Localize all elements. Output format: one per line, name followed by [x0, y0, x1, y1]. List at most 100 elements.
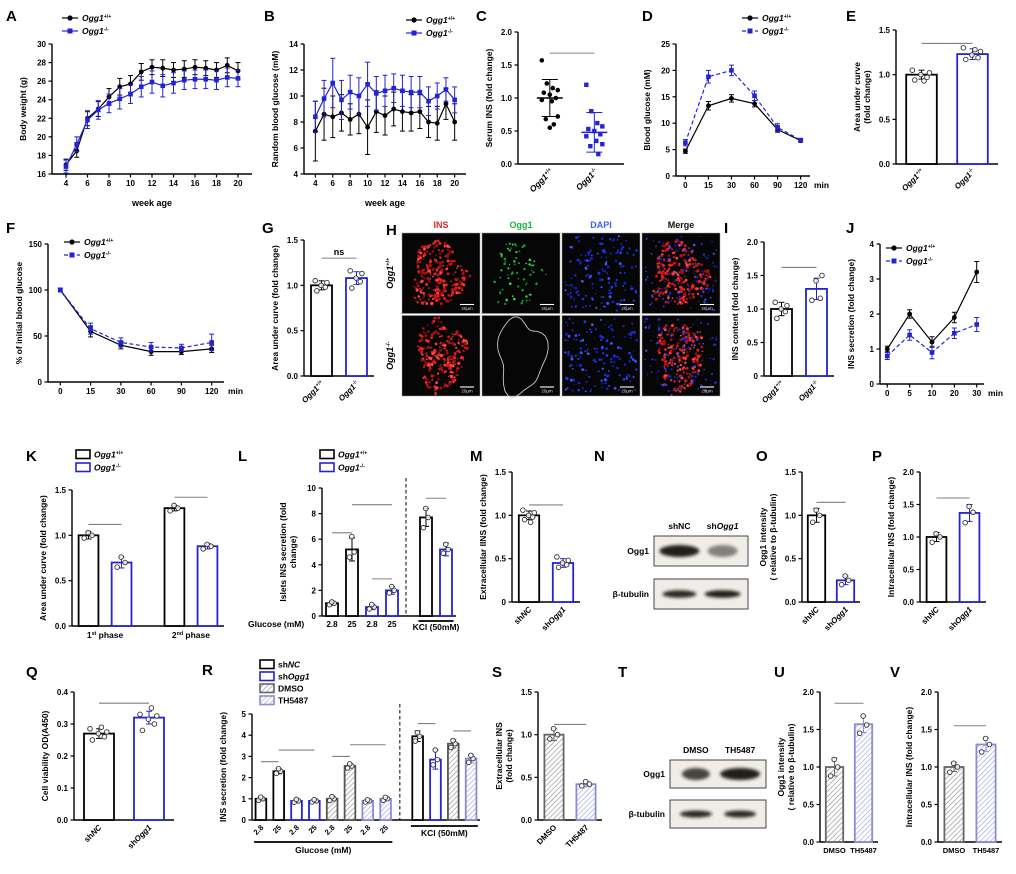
panel-N-lane-0: shNC: [668, 521, 690, 531]
panel-M-ylabel: Extracellular IINS (fold change): [478, 474, 488, 600]
svg-text:2.0: 2.0: [921, 688, 933, 697]
svg-text:8: 8: [107, 179, 112, 188]
svg-text:1.5: 1.5: [747, 272, 759, 281]
svg-text:2.0: 2.0: [803, 688, 815, 697]
panel-R-legend-2: DMSO: [278, 684, 304, 694]
svg-text:4: 4: [313, 179, 318, 188]
panel-Q-bar-0: [83, 724, 115, 821]
panel-D-legend-1: Ogg1-/-: [762, 26, 789, 36]
svg-text:Ogg1: Ogg1: [627, 546, 649, 556]
panel-V-bar-0: [943, 760, 965, 843]
svg-text:Ogg1-/-: Ogg1-/-: [337, 379, 361, 403]
svg-text:6: 6: [312, 535, 317, 544]
svg-text:12: 12: [148, 179, 157, 188]
svg-text:15: 15: [86, 387, 95, 396]
svg-text:1.5: 1.5: [521, 688, 533, 697]
svg-text:10: 10: [928, 389, 937, 398]
svg-text:1: 1: [242, 795, 247, 804]
svg-text:Ogg1+/+: Ogg1+/+: [900, 167, 926, 193]
panel-U-bar-0: [824, 756, 845, 843]
svg-text:0.0: 0.0: [521, 816, 533, 825]
svg-text:1.0: 1.0: [495, 511, 507, 520]
svg-text:0.0: 0.0: [785, 598, 797, 607]
svg-text:5: 5: [242, 710, 247, 719]
svg-text:0.5: 0.5: [903, 566, 915, 575]
panel-H-rowlabel-0: Ogg1+/+: [385, 257, 395, 289]
panel-J-series-0: [884, 261, 980, 353]
panel-Q-ylabel: Cell viability OD(A450): [40, 710, 50, 801]
panel-K-bar-1: [110, 554, 133, 627]
svg-text:1.0: 1.0: [803, 763, 815, 772]
panel-R-legend-1: shOgg1: [278, 672, 310, 682]
panel-L-ylabel: change): [288, 536, 298, 569]
panel-N-lane-1: shOgg1: [707, 521, 739, 531]
panel-H-scalebar-text: 20μm: [701, 389, 713, 394]
svg-text:Ogg1: Ogg1: [643, 769, 665, 779]
svg-text:10: 10: [307, 484, 316, 493]
panel-D: D 0 5 10 15 20 25 Blood glucose (mM) 0 15 30 60 90 12…: [642, 8, 829, 190]
svg-text:1.5: 1.5: [501, 61, 513, 70]
svg-text:1.5: 1.5: [903, 501, 915, 510]
panel-N-label: N: [594, 448, 605, 465]
panel-P-bar-0: [925, 530, 948, 603]
svg-text:5: 5: [907, 389, 912, 398]
panel-R-label: R: [202, 662, 213, 679]
svg-text:shNC: shNC: [800, 605, 821, 626]
panel-R-ylabel: INS secretion (fold change): [218, 712, 228, 822]
svg-text:0.0: 0.0: [287, 372, 299, 381]
svg-text:20: 20: [37, 133, 46, 142]
svg-text:1.0: 1.0: [55, 531, 67, 540]
svg-text:22: 22: [37, 114, 46, 123]
panel-C-label: C: [476, 8, 487, 25]
panel-G-sig: ns: [334, 247, 345, 257]
svg-text:Ogg1+/+: Ogg1+/+: [300, 379, 326, 405]
svg-text:25: 25: [388, 620, 397, 629]
svg-text:KCl (50mM): KCl (50mM): [421, 828, 468, 838]
panel-A-label: A: [6, 8, 17, 25]
panel-L-legend-1: Ogg1-/-: [338, 463, 365, 473]
panel-S-bar-1: [575, 778, 597, 821]
svg-text:25: 25: [306, 823, 318, 835]
panel-R-legend-3: TH5487: [278, 696, 309, 706]
svg-text:0: 0: [242, 816, 247, 825]
panel-D-ylabel: Blood glucose (mM): [642, 69, 652, 150]
panel-H-header-Ogg1: Ogg1: [509, 220, 532, 230]
svg-text:DMSO: DMSO: [535, 823, 558, 846]
panel-F-series-1: [57, 287, 215, 353]
svg-text:25: 25: [342, 823, 354, 835]
panel-R-bar-9: [429, 747, 442, 821]
svg-text:10: 10: [661, 119, 670, 128]
svg-text:0.5: 0.5: [921, 801, 933, 810]
svg-text:25: 25: [271, 823, 283, 835]
panel-F-label: F: [6, 220, 15, 237]
panel-H-scalebar-text: 20μm: [461, 306, 473, 311]
svg-text:1.0: 1.0: [521, 731, 533, 740]
panel-H-rowlabel-1: Ogg1-/-: [385, 341, 395, 369]
svg-text:16: 16: [191, 179, 200, 188]
panel-J-legend-1: Ogg1-/-: [906, 256, 933, 266]
svg-text:8: 8: [312, 510, 317, 519]
svg-text:30: 30: [37, 40, 46, 49]
panel-P-ylabel: Intracellular INS (fold change): [886, 477, 896, 598]
svg-text:120: 120: [205, 387, 219, 396]
panel-L-ylabel: Islets INS secretion (fold: [278, 502, 288, 601]
panel-H-image-0-2: 20μm: [561, 232, 641, 314]
svg-text:16: 16: [37, 170, 46, 179]
svg-text:shOgg1: shOgg1: [540, 605, 568, 633]
svg-text:30: 30: [972, 389, 981, 398]
panel-G-bar-1: [345, 268, 368, 377]
svg-text:0.2: 0.2: [57, 752, 69, 761]
svg-text:2: 2: [242, 774, 247, 783]
svg-text:100: 100: [29, 286, 43, 295]
panel-L-bar-3: [385, 583, 399, 617]
panel-G-label: G: [262, 220, 274, 237]
panel-K-ylabel: Area under curve (fold change): [38, 495, 48, 621]
svg-text:2.0: 2.0: [747, 238, 759, 247]
panel-H-image-1-3: 20μm: [641, 315, 721, 397]
panel-J-series-1: [884, 317, 980, 360]
svg-text:18: 18: [37, 151, 46, 160]
svg-text:1.0: 1.0: [747, 305, 759, 314]
svg-text:15: 15: [661, 93, 670, 102]
panel-R: R 0 1 2 3 4 5 INS secretion (fold change) 2.8 25 2…: [202, 659, 480, 855]
